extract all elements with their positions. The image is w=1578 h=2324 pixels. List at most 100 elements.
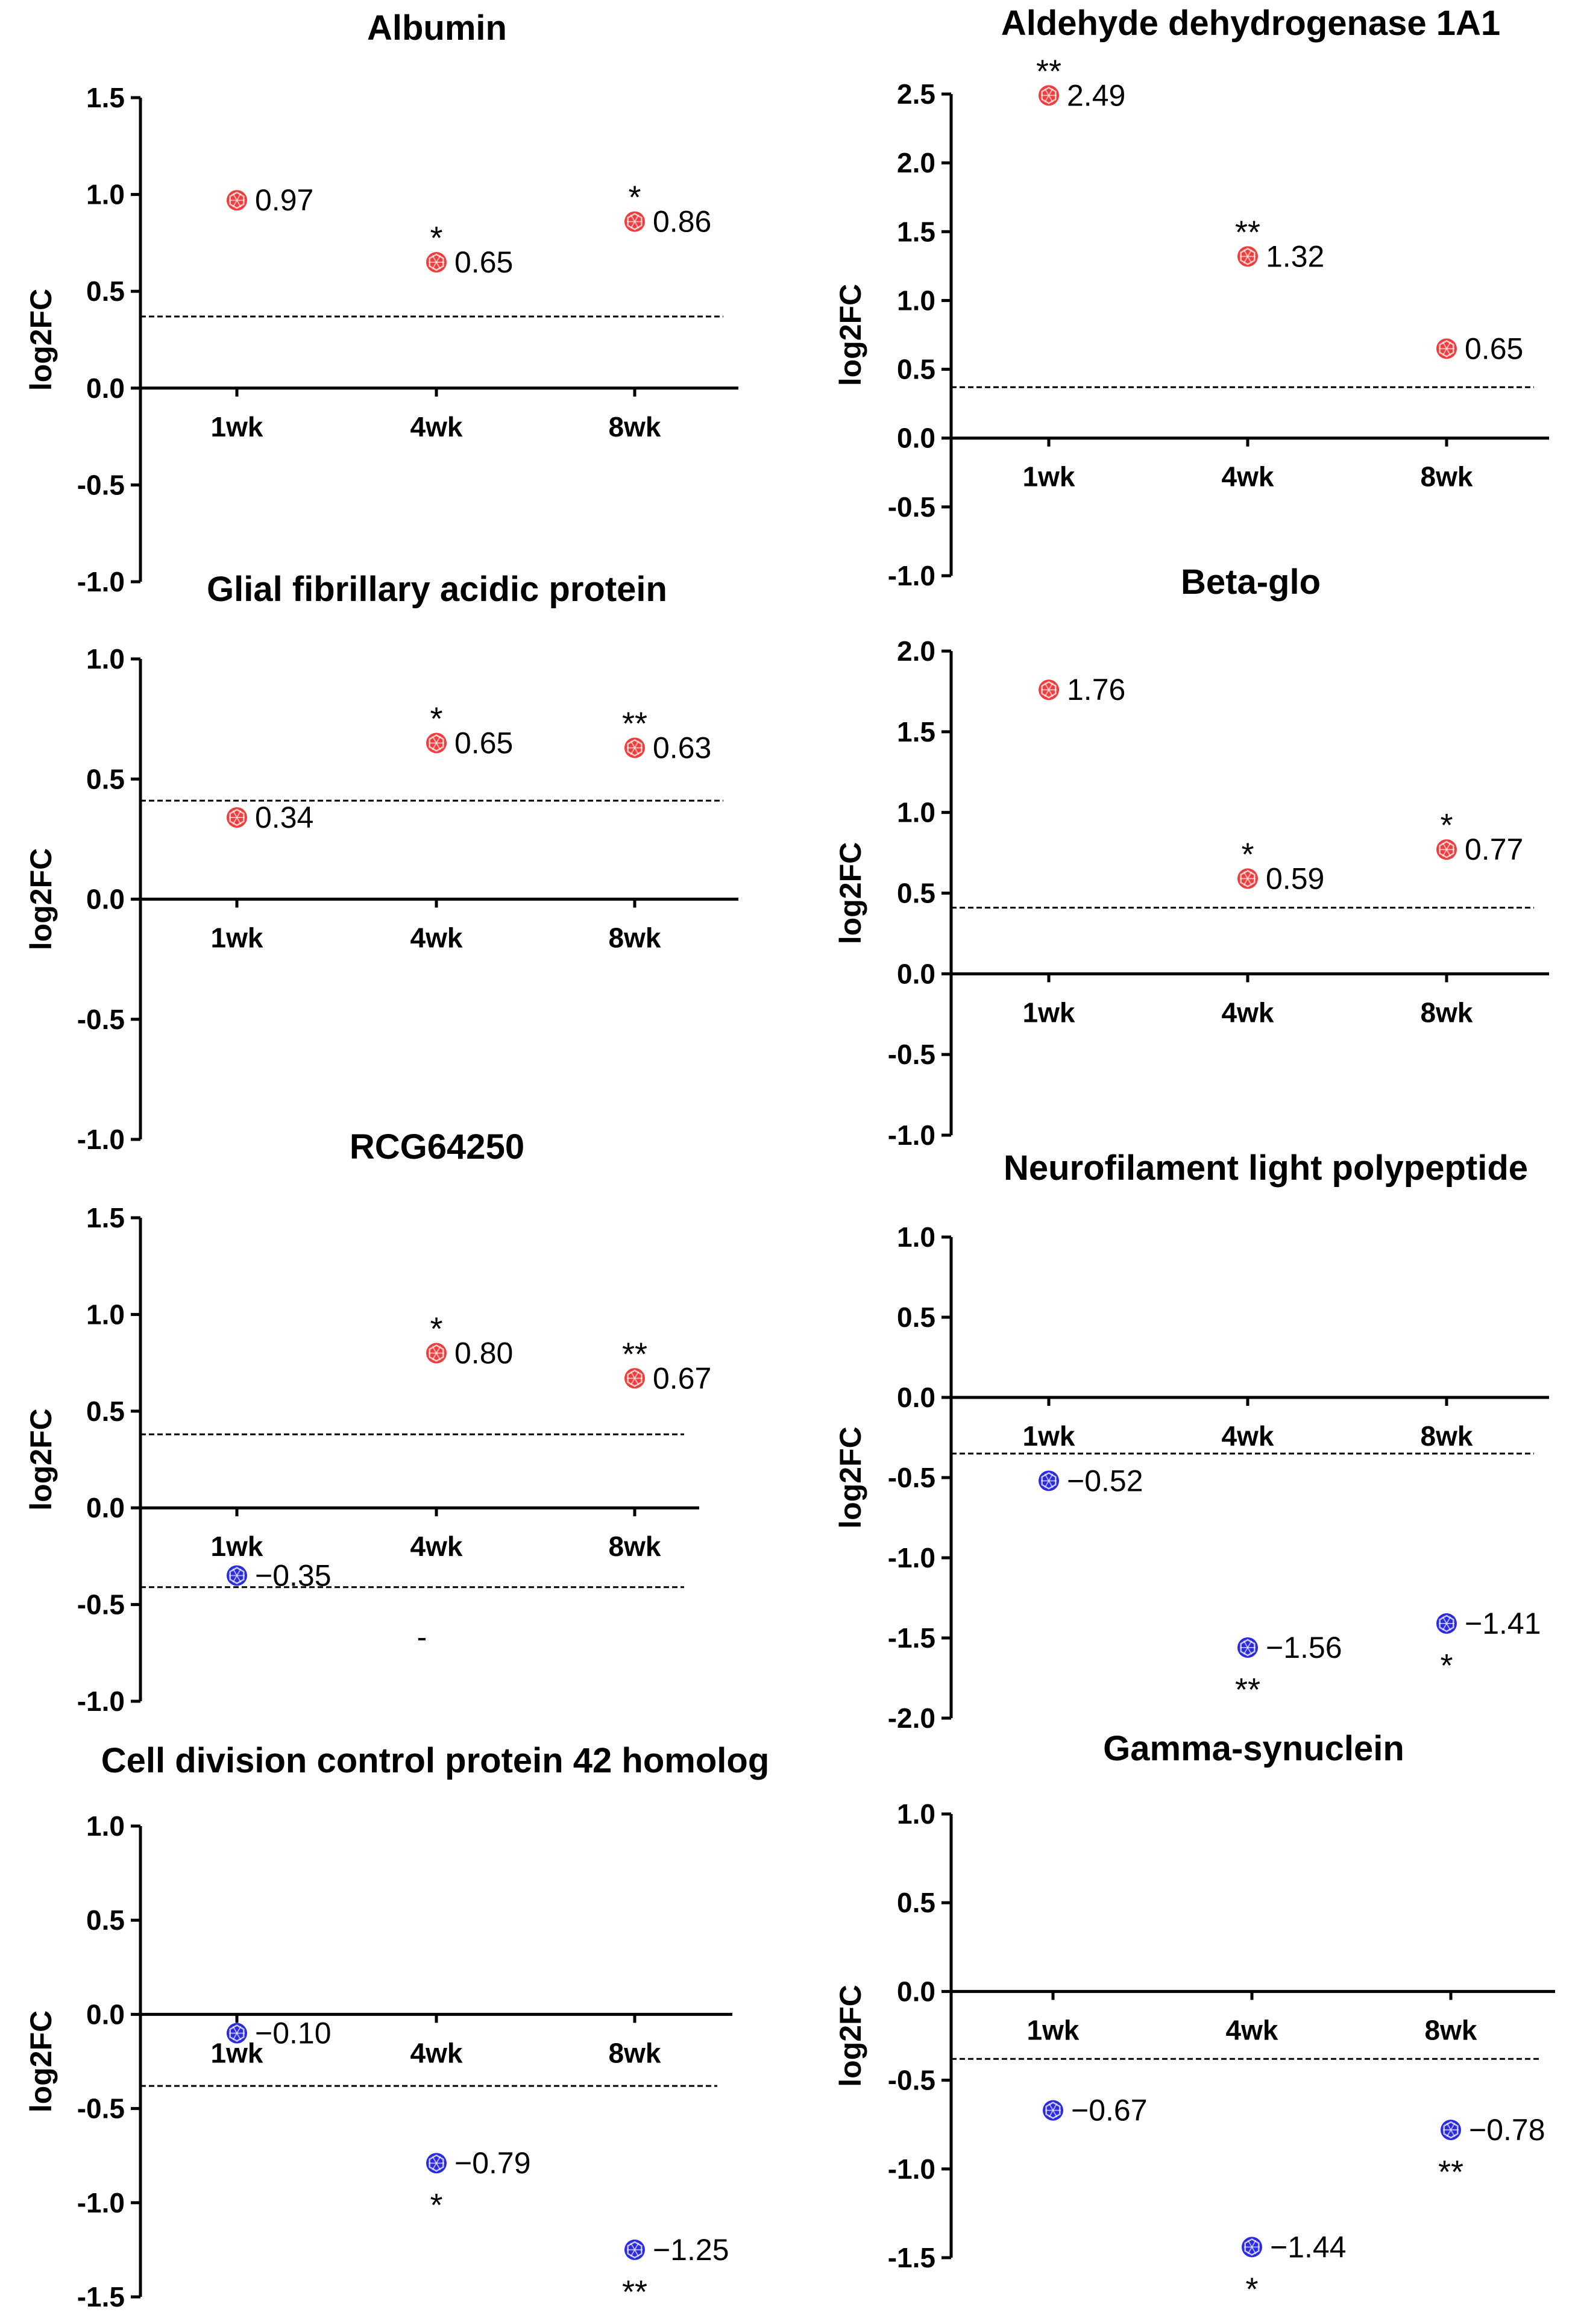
marker-hatch [229,1567,245,1584]
x-tick-label: 8wk [1425,2014,1477,2045]
chart-panel-5: RCG64250 log2FC 1.5 1.0 0.5 0.0 -0.5 -1.0 1wk 4wk… [24,1127,711,1717]
data-point [624,211,645,232]
data-label: −0.52 [1067,1464,1143,1497]
y-tick-label: 0.0 [897,1976,935,2007]
data-point [1039,679,1059,701]
marker-spoke [630,214,640,229]
data-point [426,732,447,754]
y-tick-label: 2.5 [897,78,935,110]
marker-spoke [1442,341,1451,356]
data-point [426,252,447,273]
y-tick-label: 0.5 [897,1302,935,1333]
y-axis-label: log2FC [24,289,58,391]
significance-marker: * [628,180,641,216]
data-label: 0.67 [653,1361,711,1395]
y-tick-label: -1.0 [77,1686,125,1717]
marker-hatch [1240,869,1256,887]
marker-spoke [1243,249,1253,264]
y-axis-label: log2FC [24,848,58,950]
data-point [1436,338,1457,359]
y-tick-label: -1.5 [888,1622,935,1654]
chart-panel-6: Neurofilament light polypeptide log2FC 1.0… [834,1148,1549,1734]
chart-title: Gamma-synuclein [1103,1729,1404,1768]
chart-title: Cell division control protein 42 homolog [101,1741,770,1780]
x-tick-label: 4wk [1222,1420,1274,1452]
data-label: 0.80 [454,1337,513,1370]
y-axis-label: log2FC [834,1985,867,2086]
data-label: 0.77 [1465,833,1523,866]
marker-spoke [630,2243,640,2257]
data-label: 0.59 [1266,861,1324,895]
marker-spoke [630,740,640,755]
x-tick-label: 4wk [1222,461,1274,493]
data-point [1043,2100,1063,2121]
y-tick-label: -1.0 [888,2153,935,2185]
data-label: −1.41 [1465,1607,1541,1640]
data-label: −0.35 [255,1558,332,1592]
significance-marker: ** [1235,214,1260,250]
data-point [1039,1470,1059,1491]
data-label: −1.56 [1266,1631,1342,1664]
marker-hatch [627,2241,643,2259]
chart-panel-4: Beta-glo log2FC 2.0 1.5 1.0 0.5 0.0 -0.5 -1.0 1wk… [834,562,1549,1151]
y-tick-label: -0.5 [77,1004,125,1035]
marker-spoke [1446,2123,1456,2137]
data-label: 0.34 [255,801,313,834]
x-tick-label: 8wk [1421,1420,1473,1452]
y-tick-label: 1.0 [86,643,125,675]
marker-spoke [1442,842,1451,857]
data-label: 0.63 [653,731,711,764]
significance-marker: ** [622,705,647,742]
y-tick-label: -0.5 [888,1039,935,1070]
y-tick-label: -0.5 [77,1589,125,1620]
y-axis-label: log2FC [24,2011,58,2112]
y-tick-label: 2.0 [897,635,935,667]
y-tick-label: -1.0 [77,566,125,597]
significance-marker: * [430,2187,442,2223]
marker-spoke [1044,88,1054,103]
y-tick-label: 0.5 [86,1904,125,1936]
significance-marker: ** [622,1336,647,1372]
data-label: −1.25 [653,2233,729,2267]
data-point [624,737,645,758]
y-tick-label: -2.0 [888,1702,935,1734]
y-tick-label: 2.0 [897,147,935,178]
chart-panel-3: Glial fibrillary acidic protein log2FC 1.0… [24,570,738,1155]
significance-marker: ** [1036,53,1061,89]
marker-hatch [1041,1472,1057,1490]
x-tick-label: 4wk [1226,2014,1278,2045]
y-tick-label: 0.0 [897,1382,935,1413]
marker-spoke [630,1371,640,1386]
marker-spoke [432,1346,441,1361]
data-point [624,1368,645,1389]
significance-marker: * [1440,807,1453,843]
y-tick-label: 0.5 [897,354,935,385]
marker-spoke [432,2156,441,2170]
y-tick-label: -1.0 [888,1542,935,1573]
data-label: −1.44 [1270,2230,1347,2264]
marker-hatch [229,808,245,827]
marker-hatch [1041,681,1057,699]
marker-spoke [1442,1616,1451,1631]
y-tick-label: 0.0 [86,373,125,404]
data-point [426,2153,447,2174]
y-tick-label: -1.5 [888,2242,935,2273]
y-tick-label: -1.0 [888,560,935,591]
y-tick-label: 1.0 [86,179,125,210]
marker-hatch [429,253,444,271]
y-tick-label: -0.5 [888,1462,935,1493]
y-tick-label: 0.0 [86,1492,125,1523]
marker-hatch [1240,247,1256,265]
y-tick-label: 1.5 [86,1202,125,1233]
data-label: 0.86 [653,205,711,239]
marker-spoke [1048,2103,1058,2118]
marker-spoke [1044,1473,1054,1488]
marker-spoke [232,193,242,207]
marker-spoke [232,1568,242,1583]
significance-marker: * [1440,1648,1453,1684]
data-label: 1.32 [1266,239,1324,273]
y-tick-label: 0.5 [897,878,935,909]
data-point [227,2023,247,2044]
chart-title: Beta-glo [1181,562,1321,602]
chart-title: Glial fibrillary acidic protein [207,570,667,609]
